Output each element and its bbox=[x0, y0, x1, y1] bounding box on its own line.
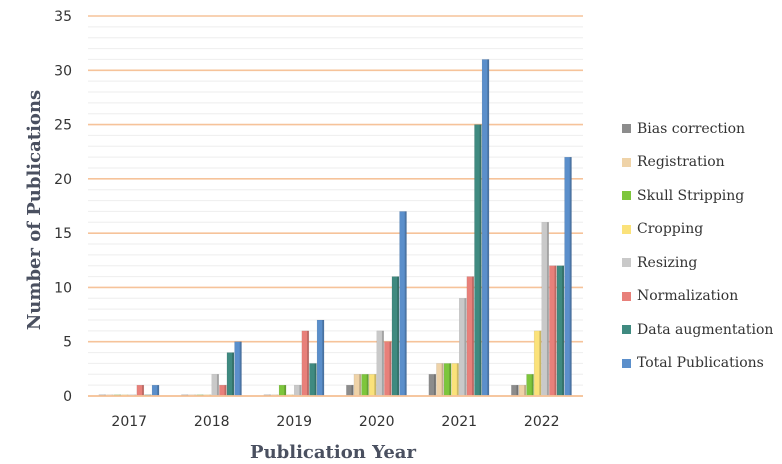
bar-shade bbox=[374, 374, 377, 396]
y-tick-label: 25 bbox=[54, 118, 72, 134]
legend-label: Bias correction bbox=[637, 120, 746, 137]
legend-item: Resizing bbox=[622, 246, 773, 280]
bar-shade bbox=[441, 363, 444, 396]
legend-label: Skull Stripping bbox=[637, 187, 745, 204]
bar-shade bbox=[314, 363, 317, 396]
bar-shade bbox=[397, 276, 399, 396]
bar-shade bbox=[539, 330, 542, 396]
legend-item: Cropping bbox=[622, 213, 773, 247]
legend-label: Data augmentation bbox=[637, 321, 774, 338]
legend-item: Total Publications bbox=[622, 347, 773, 381]
bar-shade bbox=[562, 265, 564, 396]
y-tick-label: 30 bbox=[54, 63, 72, 79]
y-tick-label: 35 bbox=[54, 9, 72, 25]
bar-shade bbox=[351, 385, 354, 396]
legend-swatch bbox=[622, 325, 631, 335]
bar-shade bbox=[366, 374, 369, 396]
bar-shade bbox=[449, 363, 452, 396]
legend-swatch bbox=[622, 191, 631, 201]
bar-shade bbox=[224, 385, 227, 396]
bar-shade bbox=[381, 330, 384, 396]
x-tick-label: 2018 bbox=[194, 414, 230, 430]
bar-shade bbox=[299, 385, 302, 396]
bar-shade bbox=[157, 385, 160, 396]
bar-shade bbox=[216, 374, 219, 396]
legend-item: Bias correction bbox=[622, 112, 773, 146]
legend-item: Data augmentation bbox=[622, 313, 773, 347]
x-axis-title: Publication Year bbox=[250, 442, 416, 463]
x-tick-label: 2021 bbox=[441, 414, 477, 430]
bar-shade bbox=[456, 363, 459, 396]
x-axis-ticks: 2017 2018 2019 2020 2021 2022 bbox=[88, 395, 583, 430]
legend-label: Cropping bbox=[637, 221, 704, 238]
legend-swatch bbox=[622, 124, 631, 134]
bar-shade bbox=[472, 276, 474, 396]
legend-label: Total Publications bbox=[637, 355, 764, 372]
legend-label: Normalization bbox=[637, 288, 739, 305]
legend: Bias correction Registration Skull Strippi… bbox=[622, 112, 773, 380]
gridlines bbox=[88, 15, 583, 397]
legend-label: Registration bbox=[637, 154, 725, 171]
bar-shade bbox=[569, 157, 572, 396]
legend-swatch bbox=[622, 358, 631, 368]
bar-shade bbox=[404, 211, 407, 396]
x-tick-label: 2017 bbox=[111, 414, 147, 430]
bar-shade bbox=[307, 330, 309, 396]
bar-shade bbox=[359, 374, 361, 396]
y-tick-label: 0 bbox=[63, 389, 72, 405]
legend-item: Registration bbox=[622, 146, 773, 180]
legend-item: Skull Stripping bbox=[622, 179, 773, 213]
y-tick-label: 15 bbox=[54, 226, 72, 242]
legend-label: Resizing bbox=[637, 254, 698, 271]
bar-shade bbox=[142, 385, 144, 396]
bar-shade bbox=[524, 385, 526, 396]
bar-shade bbox=[554, 265, 557, 396]
legend-swatch bbox=[622, 258, 631, 268]
bar-shade bbox=[239, 341, 242, 396]
bar-shade bbox=[546, 222, 549, 396]
bar-shade bbox=[516, 385, 519, 396]
bar-shade bbox=[322, 320, 325, 396]
legend-swatch bbox=[622, 157, 631, 167]
x-tick-label: 2019 bbox=[276, 414, 312, 430]
y-axis-title: Number of Publications bbox=[24, 90, 45, 330]
legend-swatch bbox=[622, 224, 631, 234]
bar-shade bbox=[487, 59, 490, 397]
legend-swatch bbox=[622, 291, 631, 301]
bars bbox=[98, 59, 572, 397]
bar-shade bbox=[434, 374, 436, 396]
bar-shade bbox=[464, 298, 467, 396]
legend-item: Normalization bbox=[622, 280, 773, 314]
y-tick-label: 5 bbox=[63, 335, 72, 351]
bar-shade bbox=[531, 374, 534, 396]
y-tick-label: 20 bbox=[54, 172, 72, 188]
y-axis-ticks: 0 5 10 15 20 25 30 35 bbox=[54, 9, 72, 405]
bar-shade bbox=[284, 385, 287, 396]
x-tick-label: 2022 bbox=[524, 414, 560, 430]
bar-shade bbox=[389, 341, 392, 396]
x-tick-label: 2020 bbox=[359, 414, 395, 430]
bar-shade bbox=[479, 124, 482, 397]
bar-shade bbox=[232, 352, 234, 396]
y-tick-label: 10 bbox=[54, 280, 72, 296]
